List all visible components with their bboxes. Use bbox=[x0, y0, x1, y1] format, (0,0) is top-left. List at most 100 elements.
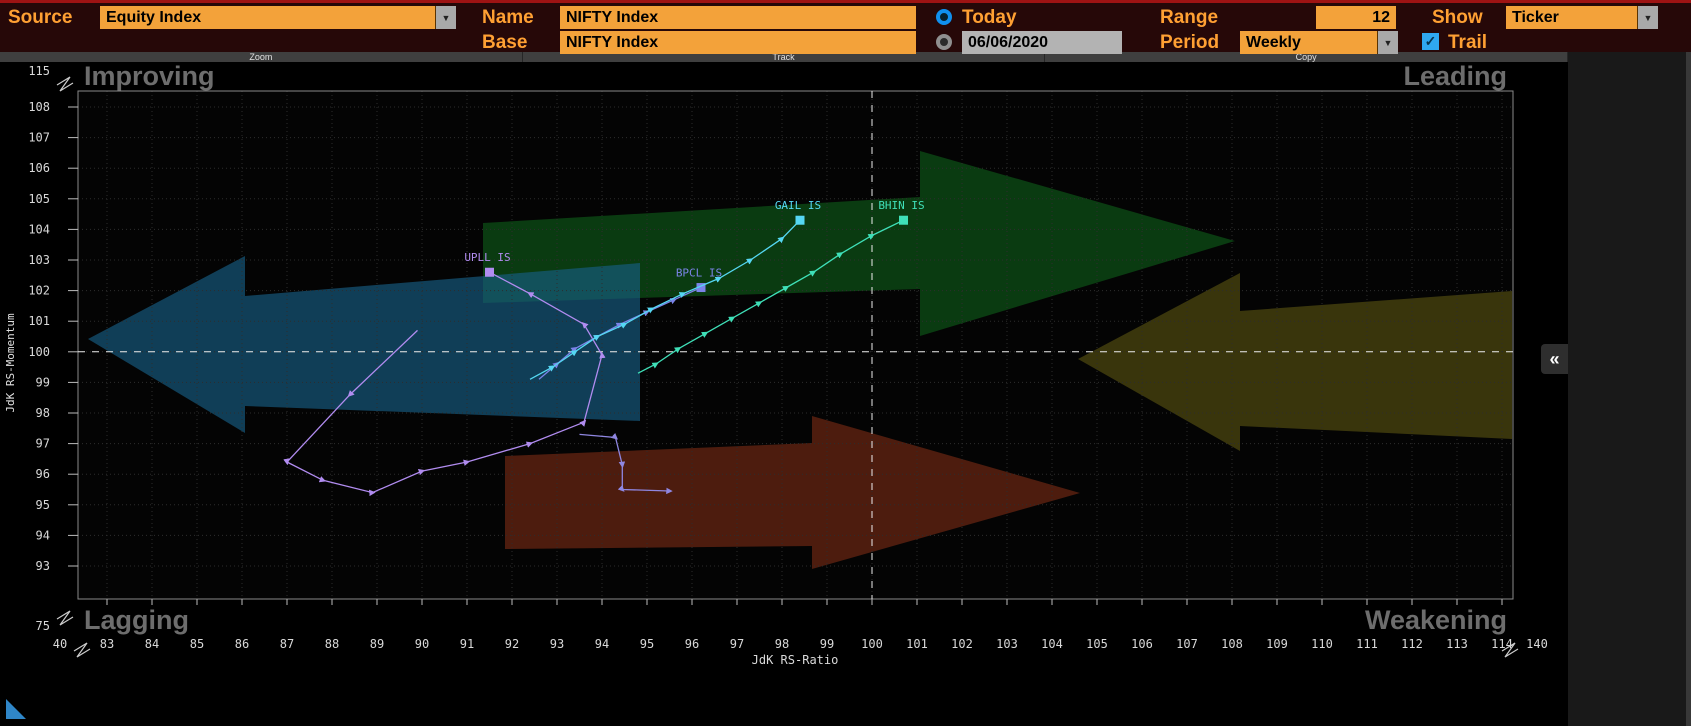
today-radio[interactable] bbox=[936, 9, 952, 25]
name-input[interactable]: NIFTY Index bbox=[560, 6, 916, 29]
x-tick-label: 95 bbox=[640, 637, 654, 651]
x-tick-label: 113 bbox=[1446, 637, 1468, 651]
source-select[interactable]: Equity Index ▼ bbox=[100, 6, 456, 29]
x-tick-label: 109 bbox=[1266, 637, 1288, 651]
date-input[interactable]: 06/06/2020 bbox=[962, 31, 1122, 54]
y-tick-label: 102 bbox=[28, 284, 50, 298]
source-select-value: Equity Index bbox=[106, 8, 202, 26]
y-axis-title: JdK RS-Momentum bbox=[4, 313, 17, 413]
period-label: Period bbox=[1160, 32, 1220, 53]
x-tick-label: 101 bbox=[906, 637, 928, 651]
trail-BHIN-IS bbox=[637, 219, 904, 374]
range-label: Range bbox=[1160, 7, 1219, 28]
base-input[interactable]: NIFTY Index bbox=[560, 31, 916, 54]
x-tick-label: 94 bbox=[595, 637, 609, 651]
y-tick-label: 106 bbox=[28, 161, 50, 175]
range-input[interactable]: 12 bbox=[1316, 6, 1396, 29]
copy-button[interactable]: Copy bbox=[1045, 52, 1569, 62]
x-axis-title: JdK RS-Ratio bbox=[752, 653, 839, 667]
x-tick-label: 92 bbox=[505, 637, 519, 651]
x-tick-label: 102 bbox=[951, 637, 973, 651]
x-tick-label: 93 bbox=[550, 637, 564, 651]
ticker-label-BHIN-IS: BHIN IS bbox=[878, 199, 924, 212]
axis-break-icon bbox=[1501, 642, 1519, 658]
show-label: Show bbox=[1432, 7, 1483, 28]
name-label: Name bbox=[482, 7, 534, 28]
plot-border bbox=[77, 90, 1514, 600]
y-tick-label: 104 bbox=[28, 222, 50, 236]
chevron-down-icon[interactable]: ▼ bbox=[435, 6, 456, 29]
x-tick-label: 85 bbox=[190, 637, 204, 651]
x-tick-label: 103 bbox=[996, 637, 1018, 651]
x-tick-label: 86 bbox=[235, 637, 249, 651]
x-tick-label: 99 bbox=[820, 637, 834, 651]
show-select[interactable]: Ticker ▼ bbox=[1506, 6, 1658, 29]
y-tick-label: 105 bbox=[28, 192, 50, 206]
period-select[interactable]: Weekly ▼ bbox=[1240, 31, 1398, 54]
chevron-down-icon[interactable]: ▼ bbox=[1377, 31, 1398, 54]
rotation-arrow-leading-to-weakening bbox=[1078, 273, 1512, 451]
right-panel-collapsed bbox=[1568, 52, 1691, 726]
rrg-chart[interactable]: UPLL IS BPCL IS GAIL IS BHIN IS Improving Lea… bbox=[0, 63, 1568, 726]
x-tick-label: 106 bbox=[1131, 637, 1153, 651]
x-tick-label: 89 bbox=[370, 637, 384, 651]
endpoint-BHIN-IS bbox=[899, 215, 908, 225]
endpoint-GAIL-IS bbox=[795, 215, 805, 225]
x-edge-label-min: 40 bbox=[53, 637, 67, 651]
scrollbar[interactable] bbox=[1686, 0, 1691, 726]
quadrant-label-lagging: Lagging bbox=[84, 605, 189, 635]
x-tick-label: 104 bbox=[1041, 637, 1063, 651]
y-edge-label-max: 115 bbox=[28, 64, 50, 78]
trail-checkbox[interactable]: ✓ bbox=[1422, 33, 1439, 50]
axis-break-icon bbox=[56, 610, 74, 626]
x-tick-label: 107 bbox=[1176, 637, 1198, 651]
show-select-value: Ticker bbox=[1512, 8, 1559, 26]
y-tick-label: 107 bbox=[28, 131, 50, 145]
y-tick-label: 93 bbox=[36, 559, 50, 573]
ticker-label-UPLL-IS: UPLL IS bbox=[464, 251, 510, 264]
trail-unlabeled bbox=[579, 432, 673, 495]
y-tick-label: 108 bbox=[28, 100, 50, 114]
chart-mini-toolbar: Zoom Track Copy bbox=[0, 52, 1569, 63]
today-label: Today bbox=[962, 7, 1017, 28]
corner-marker-icon bbox=[6, 699, 26, 719]
x-tick-label: 87 bbox=[280, 637, 294, 651]
quadrant-label-weakening: Weakening bbox=[1365, 605, 1507, 635]
zoom-button[interactable]: Zoom bbox=[0, 52, 523, 62]
y-tick-label: 101 bbox=[28, 314, 50, 328]
track-button[interactable]: Track bbox=[523, 52, 1046, 62]
quadrant-label-improving: Improving bbox=[84, 63, 215, 91]
panel-expand-handle[interactable]: « bbox=[1541, 344, 1568, 374]
chevron-down-icon[interactable]: ▼ bbox=[1637, 6, 1658, 29]
date-radio[interactable] bbox=[936, 34, 952, 50]
y-tick-label: 100 bbox=[28, 345, 50, 359]
x-tick-label: 90 bbox=[415, 637, 429, 651]
y-tick-label: 99 bbox=[36, 375, 50, 389]
base-label: Base bbox=[482, 32, 528, 53]
y-tick-label: 95 bbox=[36, 498, 50, 512]
y-tick-label: 96 bbox=[36, 467, 50, 481]
x-tick-label: 96 bbox=[685, 637, 699, 651]
x-tick-label: 97 bbox=[730, 637, 744, 651]
axis-break-icon bbox=[73, 642, 91, 658]
x-edge-label-max: 140 bbox=[1526, 637, 1548, 651]
x-tick-label: 83 bbox=[100, 637, 114, 651]
rrg-chart-area[interactable]: UPLL IS BPCL IS GAIL IS BHIN IS Improving Lea… bbox=[0, 63, 1568, 726]
y-tick-label: 103 bbox=[28, 253, 50, 267]
y-edge-label-min: 75 bbox=[36, 619, 50, 633]
x-tick-label: 112 bbox=[1401, 637, 1423, 651]
date-input-value: 06/06/2020 bbox=[968, 33, 1049, 51]
x-tick-label: 111 bbox=[1356, 637, 1378, 651]
x-tick-label: 98 bbox=[775, 637, 789, 651]
x-tick-label: 84 bbox=[145, 637, 159, 651]
ticker-label-BPCL-IS: BPCL IS bbox=[676, 267, 722, 280]
x-tick-label: 91 bbox=[460, 637, 474, 651]
check-icon: ✓ bbox=[1424, 33, 1437, 49]
endpoint-UPLL-IS bbox=[485, 267, 494, 277]
range-input-value: 12 bbox=[1372, 8, 1390, 26]
y-tick-label: 97 bbox=[36, 437, 50, 451]
x-tick-label: 88 bbox=[325, 637, 339, 651]
name-input-value: NIFTY Index bbox=[566, 8, 659, 26]
x-tick-label: 105 bbox=[1086, 637, 1108, 651]
